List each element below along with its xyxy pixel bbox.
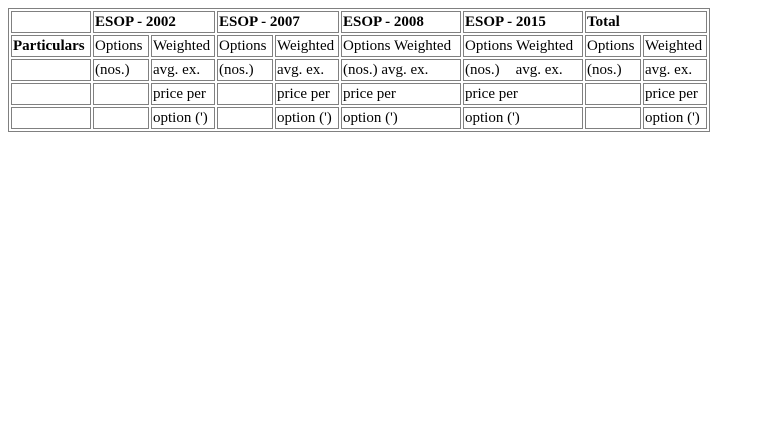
cell-price-per-2002: price per (151, 83, 215, 105)
empty-cell (93, 83, 149, 105)
cell-nos-2002: (nos.) (93, 59, 149, 81)
header-esop-2007: ESOP - 2007 (217, 11, 339, 33)
cell-price-per-2008: price per (341, 83, 461, 105)
cell-option-rs-2002: option (') (151, 107, 215, 129)
esop-table: ESOP - 2002 ESOP - 2007 ESOP - 2008 ESOP… (8, 8, 710, 132)
empty-cell (11, 11, 91, 33)
cell-weighted-total: Weighted (643, 35, 707, 57)
header-particulars: Particulars (11, 35, 91, 57)
empty-cell (11, 83, 91, 105)
empty-cell (11, 59, 91, 81)
cell-avg-ex-2007: avg. ex. (275, 59, 339, 81)
empty-cell (585, 107, 641, 129)
cell-nos-2015: (nos.) (465, 62, 500, 78)
header-esop-2002: ESOP - 2002 (93, 11, 215, 33)
cell-options-total: Options (585, 35, 641, 57)
table-row: Particulars Options Weighted Options Wei… (11, 35, 707, 57)
cell-nos-2007: (nos.) (217, 59, 273, 81)
table-row: price per price per price per price per … (11, 83, 707, 105)
cell-options-2002: Options (93, 35, 149, 57)
cell-option-rs-2007: option (') (275, 107, 339, 129)
cell-nos-avg-ex-2015: (nos.) avg. ex. (463, 59, 583, 81)
header-esop-2015: ESOP - 2015 (463, 11, 583, 33)
cell-avg-ex-2015: avg. ex. (515, 62, 563, 78)
cell-nos-total: (nos.) (585, 59, 641, 81)
header-total: Total (585, 11, 707, 33)
cell-weighted-2007: Weighted (275, 35, 339, 57)
cell-avg-ex-total: avg. ex. (643, 59, 707, 81)
cell-price-per-2015: price per (463, 83, 583, 105)
table-row: option (') option (') option (') option … (11, 107, 707, 129)
empty-cell (93, 107, 149, 129)
cell-nos-avg-ex-2008: (nos.) avg. ex. (341, 59, 461, 81)
table-row: ESOP - 2002 ESOP - 2007 ESOP - 2008 ESOP… (11, 11, 707, 33)
empty-cell (217, 83, 273, 105)
cell-options-weighted-2008: Options Weighted (341, 35, 461, 57)
cell-weighted-2002: Weighted (151, 35, 215, 57)
table-row: (nos.) avg. ex. (nos.) avg. ex. (nos.) a… (11, 59, 707, 81)
empty-cell (11, 107, 91, 129)
cell-price-per-total: price per (643, 83, 707, 105)
cell-options-weighted-2015: Options Weighted (463, 35, 583, 57)
cell-price-per-2007: price per (275, 83, 339, 105)
cell-options-2007: Options (217, 35, 273, 57)
header-esop-2008: ESOP - 2008 (341, 11, 461, 33)
empty-cell (585, 83, 641, 105)
empty-cell (217, 107, 273, 129)
cell-option-rs-2008: option (') (341, 107, 461, 129)
cell-avg-ex-2002: avg. ex. (151, 59, 215, 81)
cell-option-rs-2015: option (') (463, 107, 583, 129)
cell-option-rs-total: option (') (643, 107, 707, 129)
